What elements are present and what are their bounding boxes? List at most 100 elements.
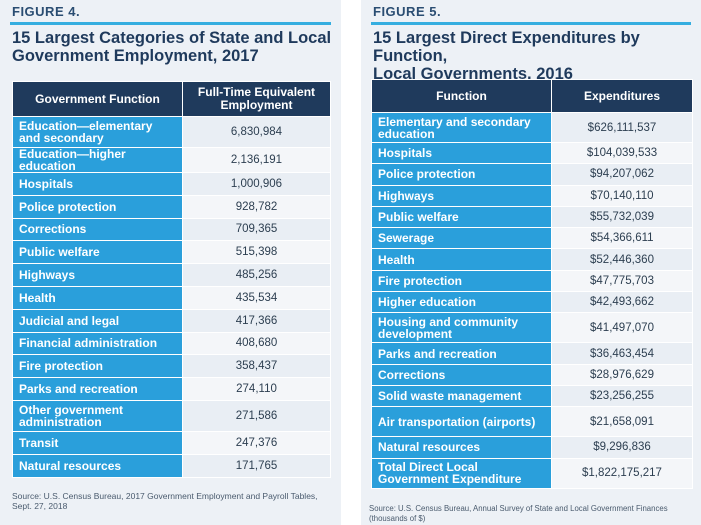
expenditure-value-cell: $23,256,255 [551, 384, 693, 408]
figure-4-source: Source: U.S. Census Bureau, 2017 Governm… [12, 491, 318, 511]
employment-function-cell: Judicial and legal [12, 308, 183, 333]
employment-value-cell: 358,437 [182, 354, 331, 379]
figure-5-panel: FIGURE 5. 15 Largest Direct Expenditures… [361, 0, 701, 525]
expenditure-value-cell: $94,207,062 [551, 163, 693, 186]
expenditure-value-cell: $9,296,836 [551, 436, 693, 459]
figure-5-label: FIGURE 5. [373, 4, 442, 19]
expenditure-function-cell: Natural resources [371, 436, 552, 459]
employment-table-body: Education—elementary and secondary 6,830,… [12, 116, 331, 478]
figure-5-source: Source: U.S. Census Bureau, Annual Surve… [369, 504, 668, 523]
expenditure-value-cell: $41,497,070 [551, 312, 693, 344]
expenditure-row: Highways $70,140,110 [371, 184, 693, 207]
employment-function-cell: Education—elementary and secondary [12, 116, 183, 148]
expenditure-row: Total Direct Local Government Expenditur… [371, 457, 693, 489]
expenditure-row: Fire protection $47,775,703 [371, 269, 693, 293]
expenditure-row: Sewerage $54,366,611 [371, 227, 693, 250]
expenditure-table: Function Expenditures Elementary and sec… [371, 79, 693, 489]
expenditure-row: Public welfare $55,732,039 [371, 205, 693, 229]
expenditure-row: Parks and recreation $36,463,454 [371, 342, 693, 365]
expenditure-value-cell: $55,732,039 [551, 205, 693, 229]
employment-function-cell: Highways [12, 263, 183, 287]
expenditure-value-cell: $36,463,454 [551, 342, 693, 365]
expenditure-value-cell: $28,976,629 [551, 363, 693, 386]
employment-row: Fire protection 358,437 [12, 354, 331, 379]
expenditure-value-cell: $54,366,611 [551, 227, 693, 250]
expenditure-function-cell: Higher education [371, 291, 552, 314]
employment-header-function: Government Function [12, 81, 183, 117]
expenditure-row: Corrections $28,976,629 [371, 363, 693, 386]
employment-value-cell: 6,830,984 [182, 116, 331, 148]
employment-value-cell: 271,586 [182, 399, 331, 432]
employment-function-cell: Financial administration [12, 331, 183, 356]
employment-value-cell: 1,000,906 [182, 172, 331, 196]
figure-4-title: 15 Largest Categories of State and Local… [12, 29, 331, 65]
expenditure-value-cell: $70,140,110 [551, 184, 693, 207]
expenditure-value-cell: $1,822,175,217 [551, 457, 693, 489]
employment-value-cell: 171,765 [182, 453, 331, 478]
employment-function-cell: Fire protection [12, 354, 183, 379]
employment-row: Parks and recreation 274,110 [12, 377, 331, 401]
employment-row: Police protection 928,782 [12, 194, 331, 219]
employment-table: Government Function Full-Time Equivalent… [12, 81, 331, 478]
expenditure-function-cell: Police protection [371, 163, 552, 186]
employment-row: Education—higher education 2,136,191 [12, 147, 331, 173]
figure-4-title-line1: 15 Largest Categories of State and Local [12, 29, 332, 47]
employment-row: Transit 247,376 [12, 430, 331, 455]
employment-value-cell: 709,365 [182, 217, 331, 242]
expenditure-row: Natural resources $9,296,836 [371, 436, 693, 459]
expenditure-row: Police protection $94,207,062 [371, 163, 693, 186]
employment-function-cell: Police protection [12, 194, 183, 219]
employment-function-cell: Public welfare [12, 240, 183, 265]
expenditure-function-cell: Sewerage [371, 227, 552, 250]
figure-5-title-line1: 15 Largest Direct Expenditures by Functi… [373, 29, 640, 65]
employment-row: Education—elementary and secondary 6,830,… [12, 116, 331, 148]
employment-value-cell: 435,534 [182, 285, 331, 310]
figure-5-rule [371, 22, 691, 25]
figure-4-rule [10, 22, 331, 25]
employment-row: Corrections 709,365 [12, 217, 331, 242]
employment-value-cell: 928,782 [182, 194, 331, 219]
expenditure-function-cell: Corrections [371, 363, 552, 386]
employment-header-value: Full-Time Equivalent Employment [182, 81, 331, 117]
expenditure-function-cell: Elementary and secondary education [371, 112, 552, 143]
employment-row: Health 435,534 [12, 285, 331, 310]
figure-4-label: FIGURE 4. [12, 4, 81, 19]
figure-4-title-line2: Government Employment, 2017 [12, 47, 259, 65]
expenditure-row: Higher education $42,493,662 [371, 291, 693, 314]
employment-value-cell: 515,398 [182, 240, 331, 265]
expenditure-row: Solid waste management $23,256,255 [371, 384, 693, 408]
employment-function-cell: Corrections [12, 217, 183, 242]
figure-5-title: 15 Largest Direct Expenditures by Functi… [373, 29, 701, 83]
expenditure-row: Air transportation (airports) $21,658,091 [371, 406, 693, 438]
expenditure-function-cell: Health [371, 248, 552, 271]
expenditure-function-cell: Parks and recreation [371, 342, 552, 365]
expenditure-function-cell: Hospitals [371, 141, 552, 165]
figure-4-panel: FIGURE 4. 15 Largest Categories of State… [0, 0, 341, 525]
employment-function-cell: Hospitals [12, 172, 183, 196]
employment-value-cell: 2,136,191 [182, 147, 331, 173]
expenditure-value-cell: $104,039,533 [551, 141, 693, 165]
expenditure-value-cell: $47,775,703 [551, 269, 693, 293]
expenditure-function-cell: Housing and community development [371, 312, 552, 344]
employment-function-cell: Health [12, 285, 183, 310]
employment-function-cell: Education—higher education [12, 147, 183, 173]
expenditure-row: Hospitals $104,039,533 [371, 141, 693, 165]
employment-row: Hospitals 1,000,906 [12, 172, 331, 196]
expenditure-row: Housing and community development $41,497… [371, 312, 693, 344]
expenditure-value-cell: $42,493,662 [551, 291, 693, 314]
expenditure-function-cell: Air transportation (airports) [371, 406, 552, 438]
employment-row: Natural resources 171,765 [12, 453, 331, 478]
employment-row: Financial administration 408,680 [12, 331, 331, 356]
employment-row: Judicial and legal 417,366 [12, 308, 331, 333]
expenditure-row: Elementary and secondary education $626,1… [371, 112, 693, 143]
employment-row: Highways 485,256 [12, 263, 331, 287]
expenditure-header-value: Expenditures [551, 79, 693, 113]
figure-5-title-line2: Local Governments, 2016 [373, 65, 573, 83]
employment-function-cell: Transit [12, 430, 183, 455]
expenditure-header-function: Function [371, 79, 552, 113]
employment-value-cell: 485,256 [182, 263, 331, 287]
employment-function-cell: Other government administration [12, 399, 183, 432]
expenditure-function-cell: Public welfare [371, 205, 552, 229]
expenditure-value-cell: $21,658,091 [551, 406, 693, 438]
expenditure-function-cell: Total Direct Local Government Expenditur… [371, 457, 552, 489]
